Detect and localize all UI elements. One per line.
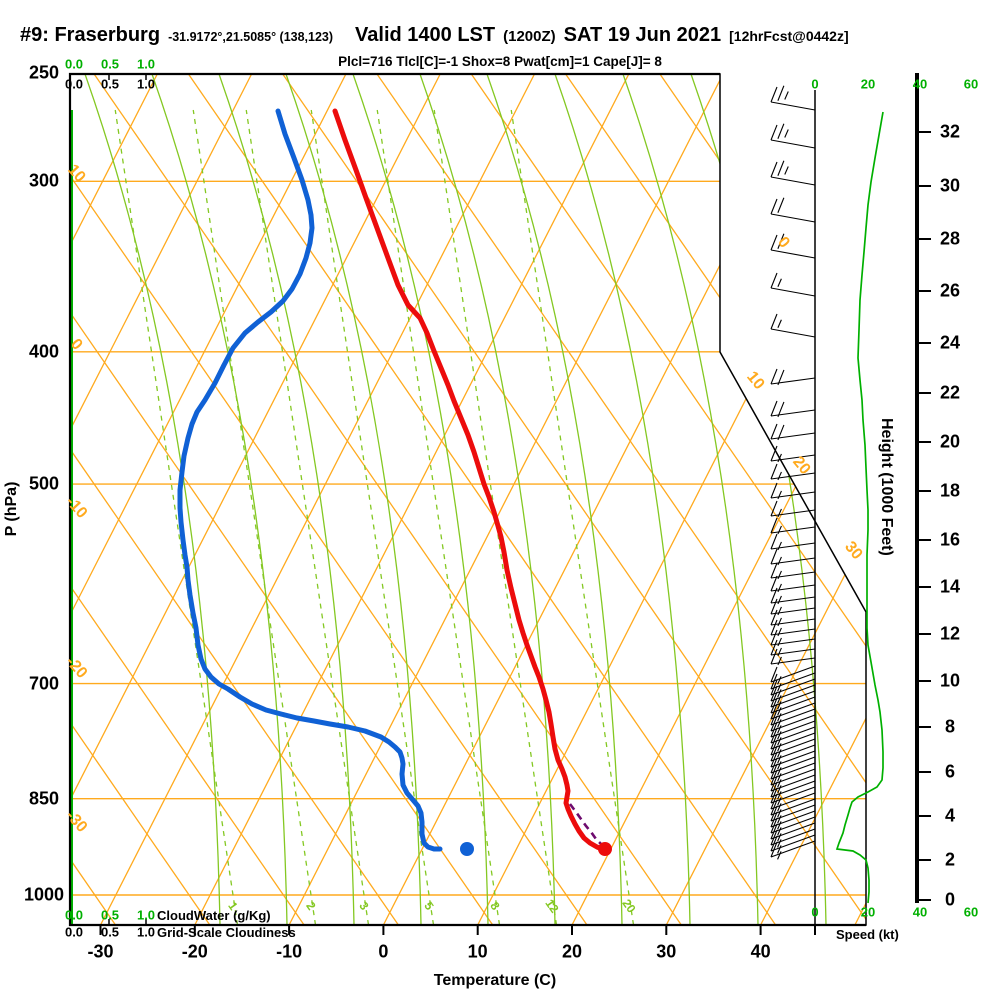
temperature-tick-label: 40 <box>750 941 771 962</box>
valid-time: Valid 1400 LST <box>355 24 496 46</box>
cloudwater-axis-title: CloudWater (g/Kg) <box>157 908 271 923</box>
cloudwater-scale-label-bottom: 1.0 <box>136 907 156 923</box>
pressure-tick-label: 500 <box>28 473 60 494</box>
height-tick-label: 14 <box>939 576 961 597</box>
temperature-tick-label: -20 <box>181 941 208 962</box>
cloudiness-scale-label-bottom: 0.5 <box>100 924 120 940</box>
station-title: #9: Fraserburg <box>20 24 161 46</box>
temperature-tick-label: 20 <box>561 941 583 962</box>
cloudiness-scale-label-top: 1.0 <box>136 76 156 92</box>
cloudwater-scale-label-top: 0.5 <box>100 56 120 72</box>
height-tick-label: 8 <box>944 716 956 737</box>
height-tick-label: 12 <box>939 623 961 644</box>
axis-ticks <box>99 74 931 935</box>
height-tick-label: 30 <box>939 175 961 196</box>
height-tick-label: 0 <box>944 889 956 910</box>
pressure-tick-label: 1000 <box>23 884 65 905</box>
speed-tick-label-top: 60 <box>963 76 979 92</box>
plot-frame <box>68 72 919 927</box>
speed-tick-label-top: 40 <box>912 76 928 92</box>
height-tick-label: 10 <box>939 670 961 691</box>
temperature-tick-label: 0 <box>378 941 389 962</box>
cloudiness-scale-label-top: 0.5 <box>100 76 120 92</box>
cloudwater-scale-label-bottom: 0.5 <box>100 907 120 923</box>
speed-tick-label-bottom: 60 <box>963 904 979 920</box>
sounding-indices-line: Plcl=716 Tlcl[C]=-1 Shox=8 Pwat[cm]=1 Ca… <box>338 54 662 69</box>
cloudiness-scale-label-top: 0.0 <box>64 76 84 92</box>
cloudiness-scale-label-bottom: 0.0 <box>64 924 84 940</box>
pressure-tick-label: 700 <box>28 673 60 694</box>
temperature-axis-title: Temperature (C) <box>433 972 557 989</box>
speed-tick-label-bottom: 40 <box>912 904 928 920</box>
speed-tick-label-top: 0 <box>811 76 819 92</box>
background-grid <box>70 74 866 925</box>
height-tick-label: 28 <box>939 228 961 249</box>
temperature-tick-label: 10 <box>467 941 488 962</box>
forecast-tag: [12hrFcst@0442z] <box>729 28 849 44</box>
height-tick-label: 18 <box>939 480 961 501</box>
speed-tick-label-bottom: 0 <box>811 904 819 920</box>
pressure-tick-label: 300 <box>28 170 60 191</box>
height-tick-label: 2 <box>944 849 956 870</box>
pressure-tick-label: 850 <box>28 788 60 809</box>
pressure-tick-label: 250 <box>28 62 60 83</box>
temperature-tick-label: -10 <box>276 941 303 962</box>
temperature-tick-label: 30 <box>656 941 677 962</box>
height-tick-label: 16 <box>939 529 961 550</box>
height-axis-title: Height (1000 Feet) <box>878 418 895 556</box>
height-tick-label: 22 <box>939 382 961 403</box>
speed-axis-title: Speed (kt) <box>836 927 899 942</box>
cloudiness-scale-label-bottom: 1.0 <box>136 924 156 940</box>
height-tick-label: 4 <box>944 805 956 826</box>
valid-date: SAT 19 Jun 2021 <box>563 24 722 46</box>
speed-tick-label-top: 20 <box>860 76 876 92</box>
valid-zulu-time: (1200Z) <box>503 28 556 45</box>
wind-speed-profile <box>835 111 884 904</box>
title-row: #9: Fraserburg -31.9172°,21.5085° (138,1… <box>20 24 849 47</box>
height-tick-label: 20 <box>939 431 961 452</box>
height-tick-label: 6 <box>944 761 956 782</box>
temperature-tick-label: -30 <box>87 941 114 962</box>
wind-barbs <box>770 85 816 860</box>
height-tick-label: 26 <box>939 280 961 301</box>
pressure-axis-title: P (hPa) <box>3 481 20 537</box>
cloudiness-axis-title: Grid-Scale Cloudiness <box>157 925 296 940</box>
profile-curves <box>177 108 612 856</box>
pressure-tick-label: 400 <box>28 341 60 362</box>
cloudwater-scale-label-top: 0.0 <box>64 56 84 72</box>
station-coordinates: -31.9172°,21.5085° (138,123) <box>168 30 334 44</box>
cloudwater-scale-label-bottom: 0.0 <box>64 907 84 923</box>
height-tick-label: 32 <box>939 121 961 142</box>
cloudwater-scale-label-top: 1.0 <box>136 56 156 72</box>
height-tick-label: 24 <box>939 332 961 353</box>
speed-tick-label-bottom: 20 <box>860 904 876 920</box>
